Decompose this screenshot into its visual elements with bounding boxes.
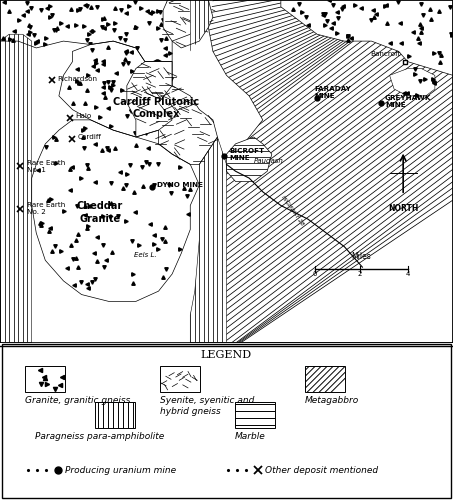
- Text: GREYHAWK
MINE: GREYHAWK MINE: [385, 94, 431, 108]
- Text: Halo: Halo: [76, 114, 92, 119]
- Bar: [235, 402, 275, 428]
- Text: Cheddar
Granite: Cheddar Granite: [77, 201, 123, 224]
- Polygon shape: [390, 68, 435, 96]
- Text: Bancroft: Bancroft: [371, 50, 401, 56]
- Text: 4: 4: [405, 272, 410, 278]
- Text: Paragneiss para-amphibolite: Paragneiss para-amphibolite: [35, 432, 164, 441]
- Text: Rare Earth
No. 1: Rare Earth No. 1: [27, 160, 65, 172]
- Text: Metagabbro: Metagabbro: [305, 396, 359, 406]
- Polygon shape: [0, 0, 199, 62]
- Text: FARADAY
MINE: FARADAY MINE: [315, 86, 352, 99]
- Text: Other deposit mentioned: Other deposit mentioned: [265, 466, 378, 474]
- Text: 2: 2: [358, 272, 362, 278]
- Polygon shape: [59, 41, 172, 137]
- Polygon shape: [32, 120, 199, 302]
- Text: DYNO MINE: DYNO MINE: [157, 182, 203, 188]
- Text: Paudash: Paudash: [254, 158, 284, 164]
- Polygon shape: [190, 0, 213, 52]
- Bar: [305, 366, 345, 392]
- Bar: [25, 366, 65, 392]
- Text: Eels L.: Eels L.: [134, 252, 156, 258]
- Text: Granite, granitic gneiss: Granite, granitic gneiss: [25, 396, 130, 406]
- Text: HIGHWAY 28: HIGHWAY 28: [280, 195, 304, 226]
- Bar: [235, 402, 275, 428]
- Text: 0: 0: [313, 272, 317, 278]
- Polygon shape: [190, 0, 453, 342]
- Text: Miles: Miles: [352, 252, 371, 260]
- Text: Marble: Marble: [235, 432, 266, 441]
- Text: LEGEND: LEGEND: [200, 350, 251, 360]
- Text: Producing uranium mine: Producing uranium mine: [65, 466, 176, 474]
- Polygon shape: [163, 0, 213, 48]
- Text: Syenite, syenitic and
hybrid gneiss: Syenite, syenitic and hybrid gneiss: [160, 396, 255, 416]
- Bar: [305, 366, 345, 392]
- Text: BICROFT
MINE: BICROFT MINE: [230, 148, 265, 160]
- Polygon shape: [190, 137, 226, 342]
- Bar: [160, 366, 200, 392]
- Polygon shape: [0, 34, 32, 342]
- Text: Richardson: Richardson: [58, 76, 97, 82]
- Polygon shape: [226, 137, 272, 182]
- Bar: [95, 402, 135, 428]
- Text: Rare Earth
No. 2: Rare Earth No. 2: [27, 202, 65, 215]
- Text: Cardiff Plutonic
Complex: Cardiff Plutonic Complex: [113, 96, 199, 119]
- Text: Cardiff: Cardiff: [78, 134, 102, 140]
- Bar: [95, 402, 135, 428]
- Text: NORTH: NORTH: [388, 204, 419, 213]
- Polygon shape: [127, 62, 217, 164]
- Polygon shape: [281, 0, 453, 76]
